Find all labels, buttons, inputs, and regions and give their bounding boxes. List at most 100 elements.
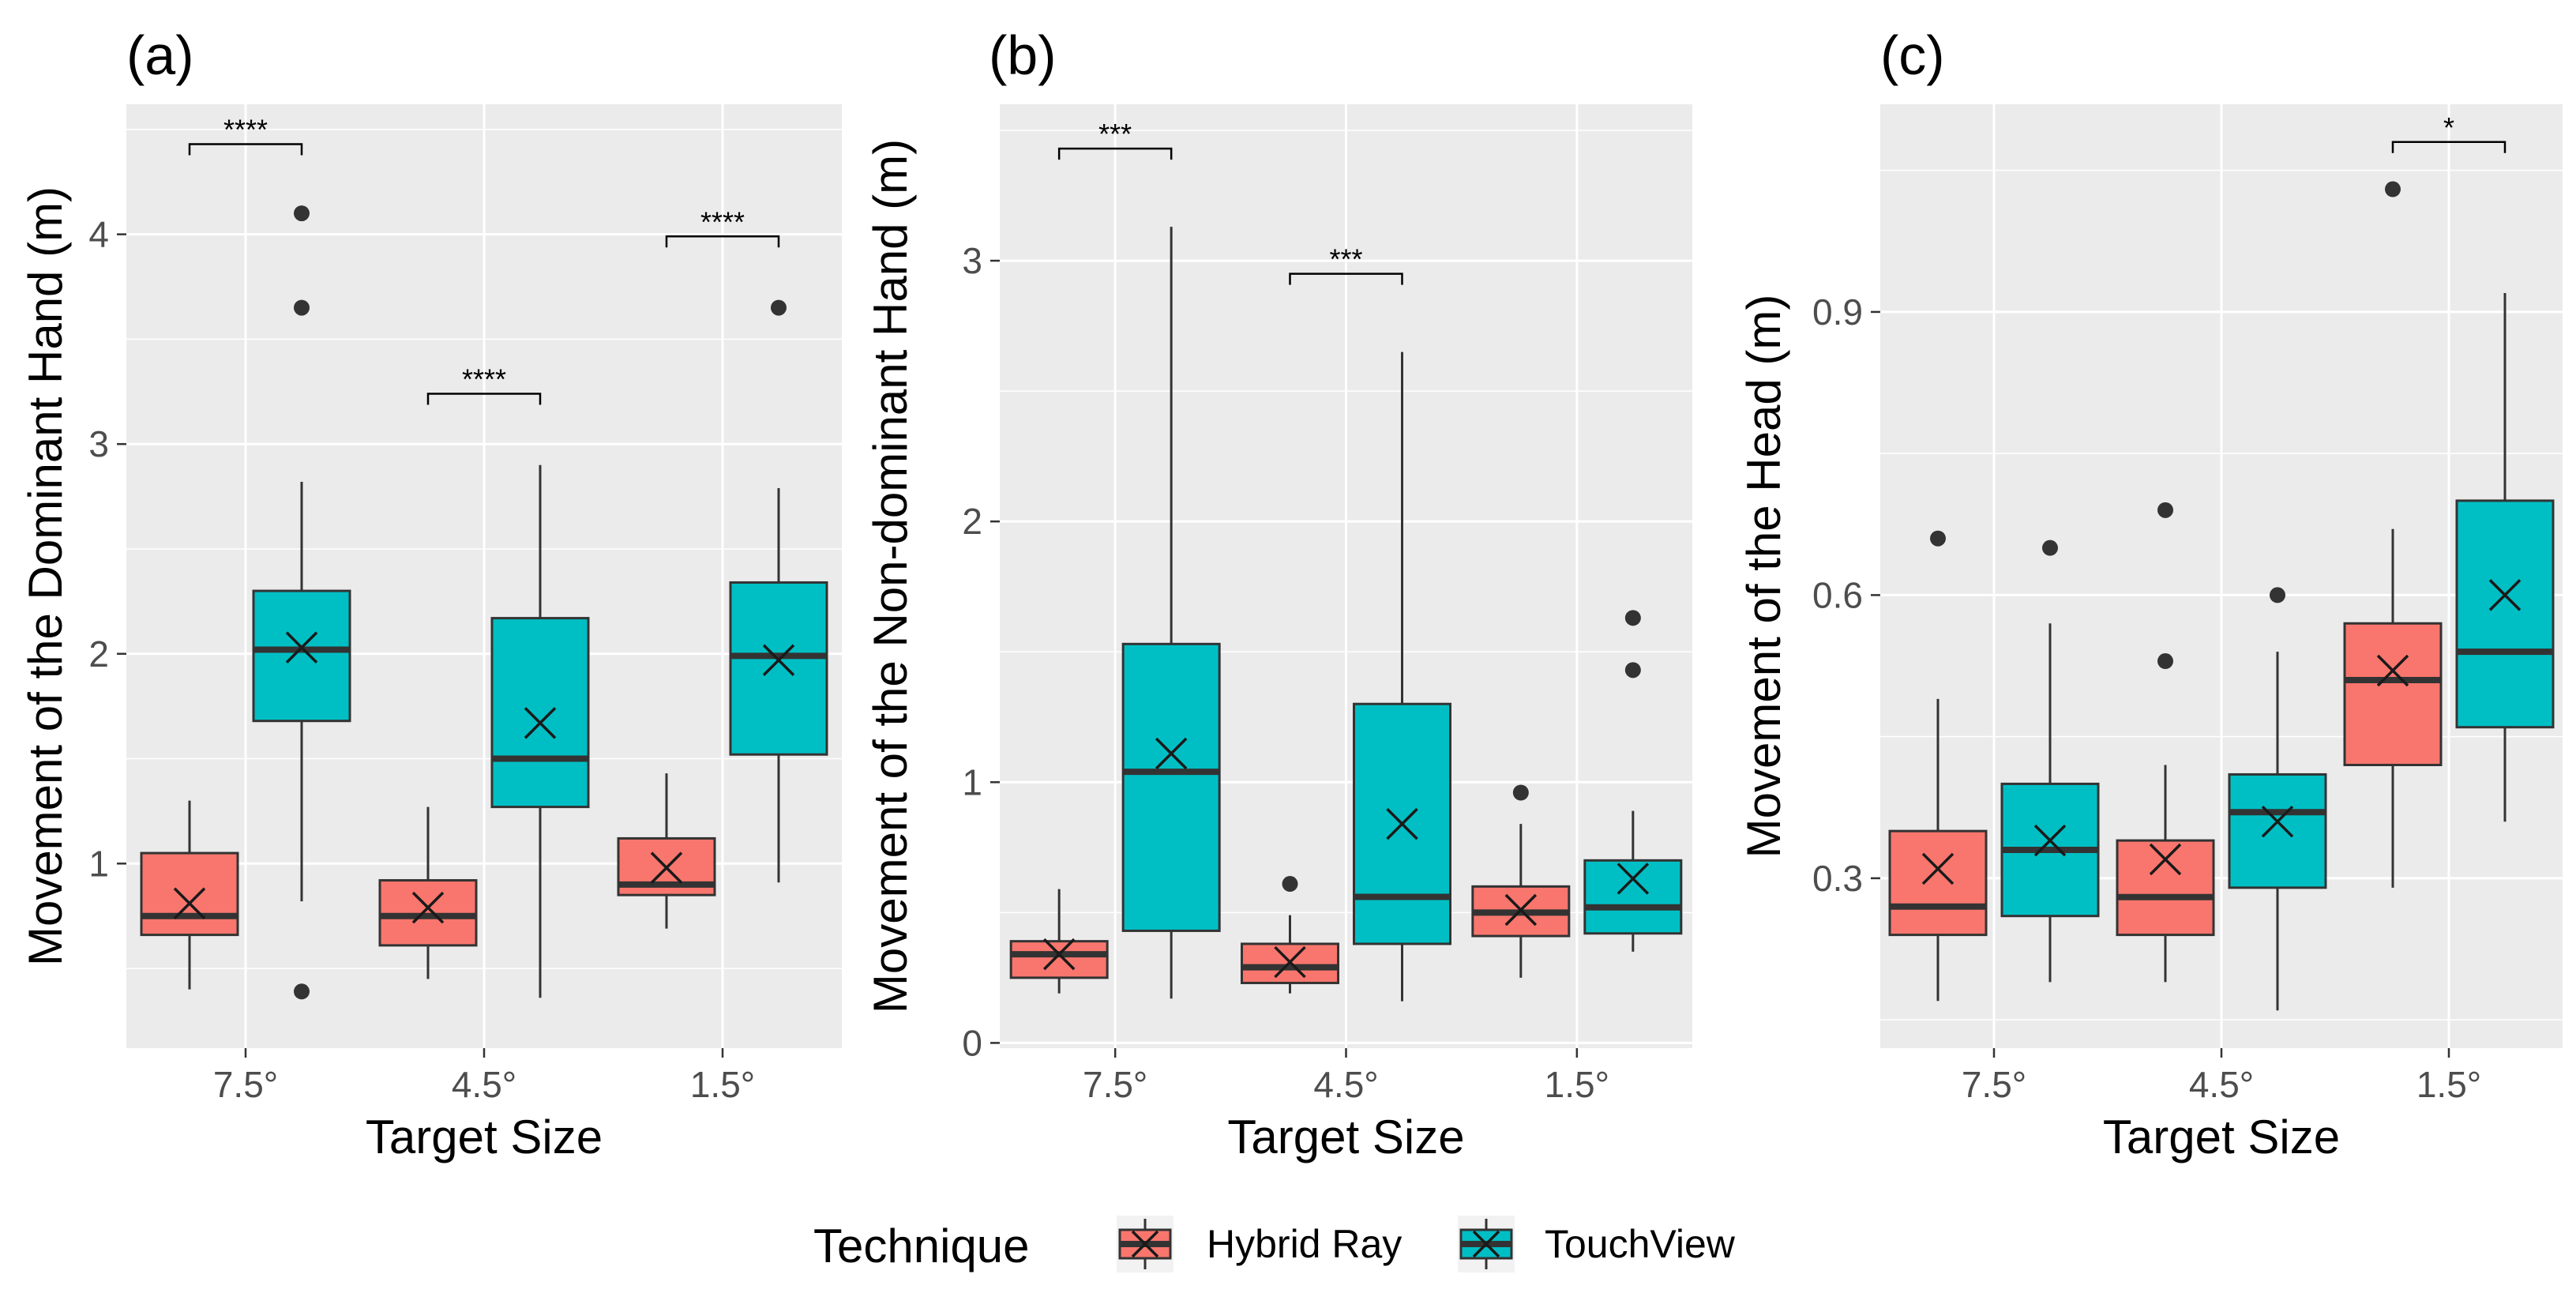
outlier-point [1930,530,1946,547]
significance-bracket [665,235,780,248]
significance-label: **** [700,205,745,238]
y-tick-label: 1 [88,843,109,884]
legend-key-mean-mark [1131,1230,1159,1258]
outlier-point [294,299,310,316]
box-hybrid-ray-3 [2343,181,2443,888]
box-hybrid-ray-2 [2116,502,2215,983]
legend-key-mean-mark [1472,1230,1500,1258]
significance-bracket [1057,147,1173,160]
outlier-point [2157,653,2173,670]
mean-marker [762,644,795,676]
panel-label: (a) [126,24,194,86]
significance-label: *** [1098,118,1132,150]
box-body [729,581,828,756]
mean-marker [1155,737,1188,770]
mean-marker [2033,824,2067,857]
box-touchview-1 [1121,227,1221,999]
mean-marker [524,707,557,739]
y-axis-title: Movement of the Non-dominant Hand (m) [864,139,917,1013]
legend-label-touchview: TouchView [1545,1222,1736,1266]
legend-key-hybrid-ray [1117,1216,1173,1272]
box-body [1888,829,1988,937]
box-touchview-3 [2455,293,2555,822]
box-hybrid-ray-2 [378,806,478,979]
mean-marker [2261,805,2294,838]
mean-marker [173,887,206,920]
legend-title: Technique [813,1220,1030,1272]
box-touchview-3 [729,299,828,883]
outlier-point [294,205,310,222]
mean-marker [1617,863,1650,895]
mean-marker [1386,807,1418,840]
y-axis-title: Movement of the Dominant Hand (m) [19,186,72,966]
outlier-point [294,983,310,1000]
panel-3: 0.3 0.6 0.9 7.5° 4.5° 1.5° * (c) Target Size Move… [1737,24,2563,1163]
box-body [2228,772,2327,889]
box-body [1009,940,1109,979]
significance-bracket [1289,273,1403,285]
mean-marker [1042,938,1076,971]
mean-marker [285,631,318,664]
y-tick-label: 3 [88,423,109,464]
y-tick-label: 3 [962,240,982,281]
mean-marker [1921,852,1955,885]
outlier-point [1624,610,1641,626]
box-body [1583,859,1683,935]
significance-bracket [426,393,542,405]
box-hybrid-ray-3 [617,773,716,929]
x-tick-label: 4.5° [452,1064,516,1105]
y-tick-label: 1 [962,761,982,802]
box-hybrid-ray-1 [1888,530,1988,1002]
significance-label: *** [1329,243,1362,276]
legend-label-hybrid-ray: Hybrid Ray [1207,1222,1402,1266]
y-tick-label: 2 [88,633,109,675]
significance-label: * [2443,111,2454,144]
x-tick-label: 1.5° [690,1064,755,1105]
significance-label: **** [223,113,268,145]
mean-marker [1274,945,1306,979]
box-body [252,589,351,723]
mean-marker [650,851,683,884]
box-body [1121,642,1221,932]
x-tick-label: 7.5° [213,1064,278,1105]
panel-1: 1 2 3 4 7.5° 4.5° 1.5° **** **** **** (a) Target Si… [19,24,842,1163]
panel-label: (c) [1880,24,1945,86]
box-touchview-2 [1353,351,1451,1002]
mean-marker [2488,579,2522,611]
box-hybrid-ray-1 [140,800,239,990]
x-tick-label: 4.5° [1313,1064,1378,1105]
box-body [140,851,239,937]
box-touchview-2 [490,464,590,998]
x-tick-label: 7.5° [1962,1064,2026,1105]
box-body [2455,499,2555,729]
mean-marker [411,891,445,924]
box-touchview-1 [252,205,351,1000]
x-axis-title: Target Size [366,1111,603,1163]
x-tick-label: 1.5° [1545,1064,1609,1105]
box-hybrid-ray-3 [1471,784,1571,978]
x-axis-title: Target Size [1227,1111,1464,1163]
outlier-point [771,299,787,316]
significance-label: **** [462,363,506,395]
outlier-point [2270,587,2285,603]
box-body [2116,839,2215,937]
y-axis-title: Movement of the Head (m) [1737,295,1790,859]
y-tick-label: 0.3 [1812,858,1863,899]
box-body [2343,622,2443,766]
box-body [490,617,590,809]
x-tick-label: 4.5° [2189,1064,2254,1105]
outlier-point [2385,181,2401,197]
box-hybrid-ray-1 [1009,889,1109,994]
box-touchview-1 [2000,539,2100,983]
y-tick-label: 0 [962,1022,982,1063]
y-tick-label: 2 [962,501,982,542]
significance-bracket [188,143,303,156]
significance-bracket [2391,141,2507,153]
legend-key-touchview [1458,1216,1515,1272]
outlier-point [2042,539,2058,556]
outlier-point [1624,662,1641,678]
mean-marker [1504,893,1538,927]
x-tick-label: 1.5° [2416,1064,2481,1105]
